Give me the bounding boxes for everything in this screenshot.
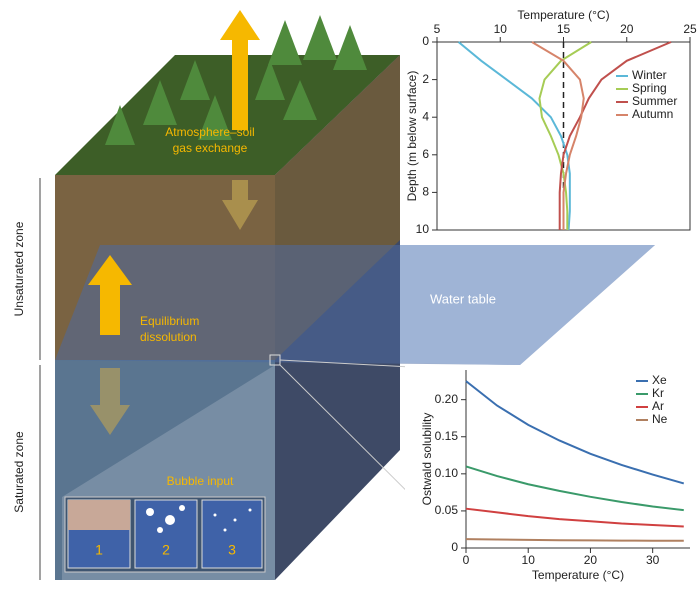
diagram-label: dissolution — [140, 330, 197, 344]
legend-label: Ne — [652, 412, 668, 426]
panel-label: 2 — [162, 542, 170, 558]
x-tick-label: 0 — [463, 553, 470, 567]
y-tick-label: 4 — [422, 109, 429, 123]
diagram-label: gas exchange — [173, 141, 248, 155]
y-tick-label: 0 — [422, 34, 429, 48]
legend-label: Ar — [652, 399, 664, 413]
legend-label: Autumn — [632, 107, 673, 121]
x-tick-label: 20 — [584, 553, 598, 567]
panel-air — [68, 500, 130, 530]
x-axis-label: Temperature (°C) — [517, 8, 609, 22]
diagram-label: Bubble input — [167, 474, 234, 488]
y-axis-label: Ostwald solubility — [420, 413, 434, 506]
zone-label: Saturated zone — [12, 431, 26, 513]
legend-label: Summer — [632, 94, 677, 108]
y-tick-label: 6 — [422, 147, 429, 161]
y-axis-label: Depth (m below surface) — [405, 71, 419, 202]
chart-background — [405, 0, 700, 245]
panel — [202, 500, 262, 568]
legend-label: Xe — [652, 373, 667, 387]
legend-label: Winter — [632, 68, 667, 82]
y-tick-label: 10 — [416, 222, 430, 236]
zone-label: Unsaturated zone — [12, 221, 26, 316]
legend-label: Spring — [632, 81, 667, 95]
y-tick-label: 0.20 — [435, 392, 459, 406]
x-tick-label: 25 — [683, 22, 697, 36]
water-table-label: Water table — [430, 291, 496, 306]
y-tick-label: 0 — [451, 540, 458, 554]
panel — [135, 500, 197, 568]
x-tick-label: 20 — [620, 22, 634, 36]
panel-label: 1 — [95, 542, 103, 558]
diagram-label: Equilibrium — [140, 314, 199, 328]
x-axis-label: Temperature (°C) — [532, 568, 624, 582]
x-tick-label: 10 — [522, 553, 536, 567]
diagram-label: Atmosphere–soil — [165, 125, 254, 139]
y-tick-label: 0.15 — [435, 429, 459, 443]
x-tick-label: 5 — [434, 22, 441, 36]
y-tick-label: 0.10 — [435, 466, 459, 480]
panel-label: 3 — [228, 542, 236, 558]
figure: Atmosphere–soil gas exchange Equilibrium… — [0, 0, 700, 584]
x-tick-label: 30 — [646, 553, 660, 567]
y-tick-label: 2 — [422, 72, 429, 86]
x-tick-label: 15 — [557, 22, 571, 36]
y-tick-label: 0.05 — [435, 503, 459, 517]
y-tick-label: 8 — [422, 185, 429, 199]
x-tick-label: 10 — [494, 22, 508, 36]
legend-label: Kr — [652, 386, 664, 400]
